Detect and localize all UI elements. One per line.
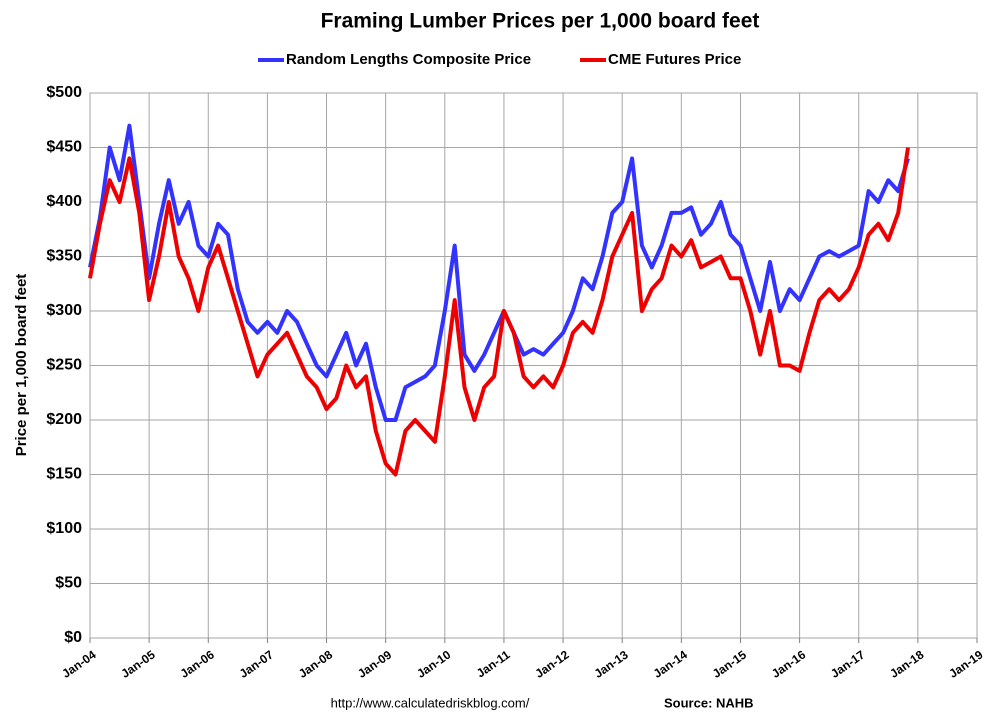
x-tick-label: Jan-14 — [651, 647, 690, 680]
y-tick-label: $400 — [46, 193, 82, 210]
series-line — [88, 123, 910, 422]
x-tick-label: Jan-10 — [414, 647, 453, 680]
y-tick-label: $50 — [55, 575, 82, 592]
y-tick-label: $250 — [46, 357, 82, 374]
x-tick-label: Jan-08 — [296, 647, 335, 680]
y-tick-label: $150 — [46, 466, 82, 483]
y-tick-label: $350 — [46, 248, 82, 265]
x-tick-label: Jan-16 — [769, 647, 808, 680]
x-tick-label: Jan-12 — [532, 647, 571, 680]
x-tick-label: Jan-07 — [237, 647, 276, 680]
x-tick-label: Jan-18 — [887, 647, 926, 680]
legend-label: Random Lengths Composite Price — [286, 51, 531, 68]
x-tick-label: Jan-13 — [592, 647, 631, 680]
y-axis-label: Price per 1,000 board feet — [13, 274, 30, 457]
x-tick-label: Jan-15 — [710, 647, 749, 680]
x-tick-label: Jan-06 — [178, 647, 217, 680]
y-tick-label: $0 — [64, 629, 82, 646]
series-line — [88, 147, 910, 477]
legend-label: CME Futures Price — [608, 51, 741, 68]
x-tick-label: Jan-09 — [355, 647, 394, 680]
x-tick-label: Jan-11 — [474, 647, 513, 680]
chart-title: Framing Lumber Prices per 1,000 board fe… — [321, 10, 760, 33]
y-tick-label: $450 — [46, 139, 82, 156]
y-tick-label: $300 — [46, 302, 82, 319]
y-tick-label: $500 — [46, 84, 82, 101]
x-tick-label: Jan-19 — [946, 647, 985, 680]
x-tick-label: Jan-04 — [59, 647, 98, 680]
x-tick-label: Jan-05 — [118, 647, 157, 680]
y-tick-label: $200 — [46, 411, 82, 428]
source-url: http://www.calculatedriskblog.com/ — [331, 695, 530, 710]
x-tick-label: Jan-17 — [828, 647, 867, 680]
source: Source: NAHB — [664, 695, 754, 710]
y-tick-label: $100 — [46, 520, 82, 537]
